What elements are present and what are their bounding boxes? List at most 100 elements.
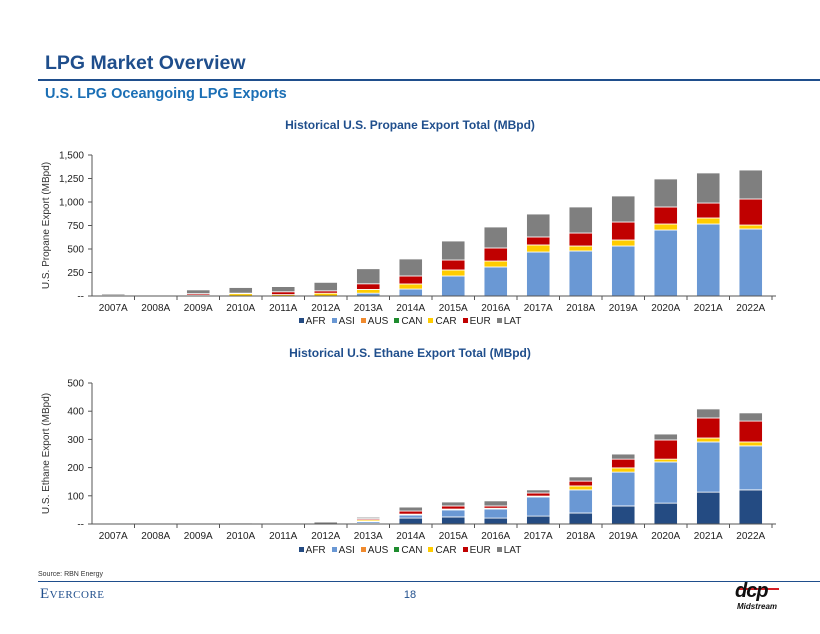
- bar-segment-asi-2022a: [738, 228, 763, 297]
- legend-label: EUR: [469, 545, 491, 556]
- bar-segment-lat-2010a: [228, 287, 253, 294]
- bar-segment-asi-2021a: [696, 441, 721, 493]
- x-tick-label: 2013A: [354, 303, 383, 314]
- x-tick-label: 2011A: [269, 303, 298, 314]
- bar-segment-asi-2020a: [653, 229, 678, 297]
- bar-segment-eur-2018a: [568, 232, 593, 247]
- bar-segment-eur-2017a: [526, 492, 551, 497]
- bar-segment-afr-2019a: [611, 505, 636, 525]
- x-tick-label: 2017A: [524, 531, 553, 542]
- legend-item-eur: EUR: [462, 316, 491, 327]
- bar-segment-afr-2022a: [738, 489, 763, 525]
- bar-segment-lat-2013a: [356, 516, 381, 520]
- legend-swatch: [496, 546, 502, 552]
- y-tick-label: 750: [67, 221, 84, 232]
- bar-segment-asi-2014a: [398, 288, 423, 297]
- dcp-midstream-logo: dcp Midstream: [735, 580, 785, 614]
- ethane-chart-legend: AFR ASI AUS CAN CAR EUR LAT: [0, 545, 820, 556]
- x-tick-label: 2009A: [184, 303, 213, 314]
- bar-segment-lat-2014a: [398, 258, 423, 277]
- x-tick-label: 2012A: [311, 531, 340, 542]
- bar-segment-car-2015a: [441, 269, 466, 277]
- bar-segment-lat-2021a: [696, 408, 721, 419]
- bar-segment-eur-2020a: [653, 206, 678, 225]
- x-tick-label: 2014A: [396, 303, 425, 314]
- bar-segment-lat-2013a: [356, 268, 381, 285]
- y-tick-label: --: [77, 520, 84, 531]
- bar-segment-asi-2018a: [568, 250, 593, 297]
- legend-swatch: [428, 546, 434, 552]
- bar-segment-lat-2019a: [611, 453, 636, 460]
- bar-segment-afr-2020a: [653, 502, 678, 525]
- y-axis-label: U.S. Propane Export (MBpd): [41, 162, 52, 289]
- legend-label: CAR: [435, 316, 457, 327]
- bar-segment-afr-2017a: [526, 515, 551, 525]
- legend-item-car: CAR: [428, 316, 457, 327]
- legend-swatch: [394, 546, 400, 552]
- x-tick-label: 2018A: [566, 303, 595, 314]
- propane-chart-legend: AFR ASI AUS CAN CAR EUR LAT: [0, 316, 820, 327]
- bar-segment-eur-2016a: [483, 247, 508, 262]
- y-tick-label: 200: [67, 463, 84, 474]
- legend-label: AUS: [367, 545, 389, 556]
- bar-segment-eur-2021a: [696, 202, 721, 219]
- x-tick-label: 2019A: [609, 531, 638, 542]
- bar-segment-eur-2014a: [398, 510, 423, 515]
- legend-swatch: [360, 317, 366, 323]
- ethane-export-chart: U.S. Ethane Export (MBpd) -- 100 200 300 400 5…: [41, 379, 776, 542]
- bar-segment-lat-2016a: [483, 500, 508, 507]
- legend-label: EUR: [469, 316, 491, 327]
- bar-segment-eur-2011a: [271, 291, 296, 295]
- legend-label: CAR: [435, 545, 457, 556]
- legend-label: CAN: [401, 316, 423, 327]
- bar-segment-asi-2008a: [143, 522, 168, 524]
- bar-segment-asi-2017a: [526, 251, 551, 297]
- evercore-logo-rest: VERCORE: [49, 589, 105, 601]
- bar-segment-lat-2017a: [526, 489, 551, 494]
- bar-segment-asi-2018a: [568, 489, 593, 514]
- legend-label: AFR: [305, 316, 326, 327]
- x-tick-label: 2016A: [481, 531, 510, 542]
- legend-item-afr: AFR: [298, 545, 326, 556]
- bar-segment-eur-2022a: [738, 420, 763, 443]
- bar-segment-car-2018a: [568, 245, 593, 252]
- legend-item-eur: EUR: [462, 545, 491, 556]
- legend-item-lat: LAT: [496, 545, 521, 556]
- x-tick-label: 2007A: [99, 531, 128, 542]
- footer-divider: [38, 581, 820, 582]
- y-tick-label: 300: [67, 435, 84, 446]
- ethane-chart-title: Historical U.S. Ethane Export Total (MBp…: [289, 346, 531, 360]
- bar-segment-afr-2015a: [441, 516, 466, 525]
- x-tick-label: 2010A: [226, 303, 255, 314]
- x-tick-label: 2007A: [99, 303, 128, 314]
- bar-segment-car-2019a: [611, 467, 636, 473]
- bar-segment-asi-2016a: [483, 266, 508, 297]
- bar-segment-lat-2009a: [186, 289, 211, 295]
- x-tick-label: 2020A: [651, 531, 680, 542]
- y-axis-label: U.S. Ethane Export (MBpd): [41, 393, 52, 514]
- legend-swatch: [462, 546, 468, 552]
- bar-segment-asi-2022a: [738, 445, 763, 491]
- bar-segment-lat-2016a: [483, 226, 508, 249]
- bar-segment-asi-2019a: [611, 245, 636, 297]
- bar-segment-car-2013a: [356, 289, 381, 294]
- bar-segment-lat-2017a: [526, 213, 551, 238]
- legend-item-asi: ASI: [331, 545, 355, 556]
- bar-segment-eur-2015a: [441, 505, 466, 510]
- legend-label: ASI: [338, 545, 355, 556]
- bar-segment-eur-2015a: [441, 259, 466, 271]
- bar-segment-eur-2017a: [526, 236, 551, 246]
- x-tick-label: 2010A: [226, 531, 255, 542]
- x-tick-label: 2022A: [736, 531, 765, 542]
- dcp-logo-stripe: [737, 588, 779, 590]
- bar-segment-asi-2021a: [696, 223, 721, 297]
- y-tick-label: --: [77, 292, 84, 303]
- legend-item-aus: AUS: [360, 545, 389, 556]
- y-tick-label: 400: [67, 407, 84, 418]
- x-tick-label: 2008A: [141, 531, 170, 542]
- legend-item-can: CAN: [394, 545, 422, 556]
- bar-segment-asi-2016a: [483, 508, 508, 519]
- bar-segment-car-2019a: [611, 239, 636, 247]
- bar-segment-lat-2020a: [653, 433, 678, 441]
- bar-segment-car-2016a: [483, 260, 508, 268]
